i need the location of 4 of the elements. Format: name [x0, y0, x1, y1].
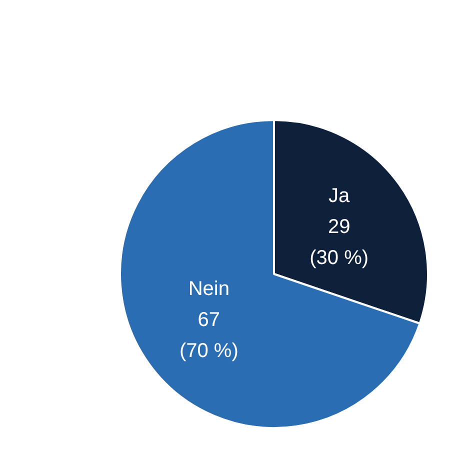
slice-label: Ja	[328, 184, 351, 207]
data-label: 67 (70 %)	[179, 309, 238, 362]
slice-label: Nein	[188, 278, 230, 300]
data-label: 29 (30 %)	[310, 216, 369, 269]
